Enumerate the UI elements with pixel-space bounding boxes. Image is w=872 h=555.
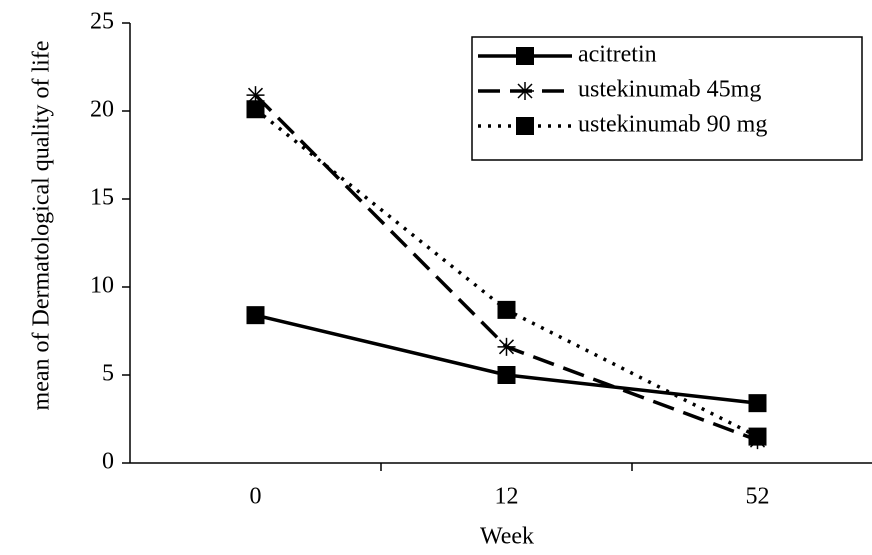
marker bbox=[516, 117, 534, 135]
legend-label: ustekinumab 45mg bbox=[578, 77, 761, 103]
y-tick-label: 15 bbox=[90, 185, 114, 211]
y-tick-label: 25 bbox=[90, 9, 114, 35]
x-tick-label: 52 bbox=[746, 484, 770, 510]
x-tick-label: 12 bbox=[495, 484, 519, 510]
x-axis-label: Week bbox=[480, 524, 534, 550]
y-axis-label: mean of Dermatological quality of life bbox=[28, 40, 55, 411]
marker bbox=[516, 47, 534, 65]
marker bbox=[246, 100, 265, 119]
marker bbox=[246, 306, 265, 325]
marker bbox=[748, 427, 767, 446]
asterisk-stroke bbox=[247, 87, 264, 103]
marker bbox=[497, 300, 516, 319]
marker bbox=[497, 366, 516, 384]
legend-label: ustekinumab 90 mg bbox=[578, 112, 767, 138]
legend-label: acitretin bbox=[578, 42, 657, 68]
asterisk-stroke bbox=[517, 83, 533, 99]
marker bbox=[497, 337, 516, 356]
y-tick-label: 10 bbox=[90, 273, 114, 299]
y-tick-label: 20 bbox=[90, 97, 114, 123]
y-tick-label: 5 bbox=[102, 361, 114, 387]
y-tick-label: 0 bbox=[102, 449, 114, 475]
marker bbox=[516, 82, 534, 100]
marker bbox=[748, 394, 767, 413]
x-tick-label: 0 bbox=[250, 484, 262, 510]
series-line bbox=[255, 313, 758, 405]
asterisk-stroke bbox=[498, 339, 515, 355]
